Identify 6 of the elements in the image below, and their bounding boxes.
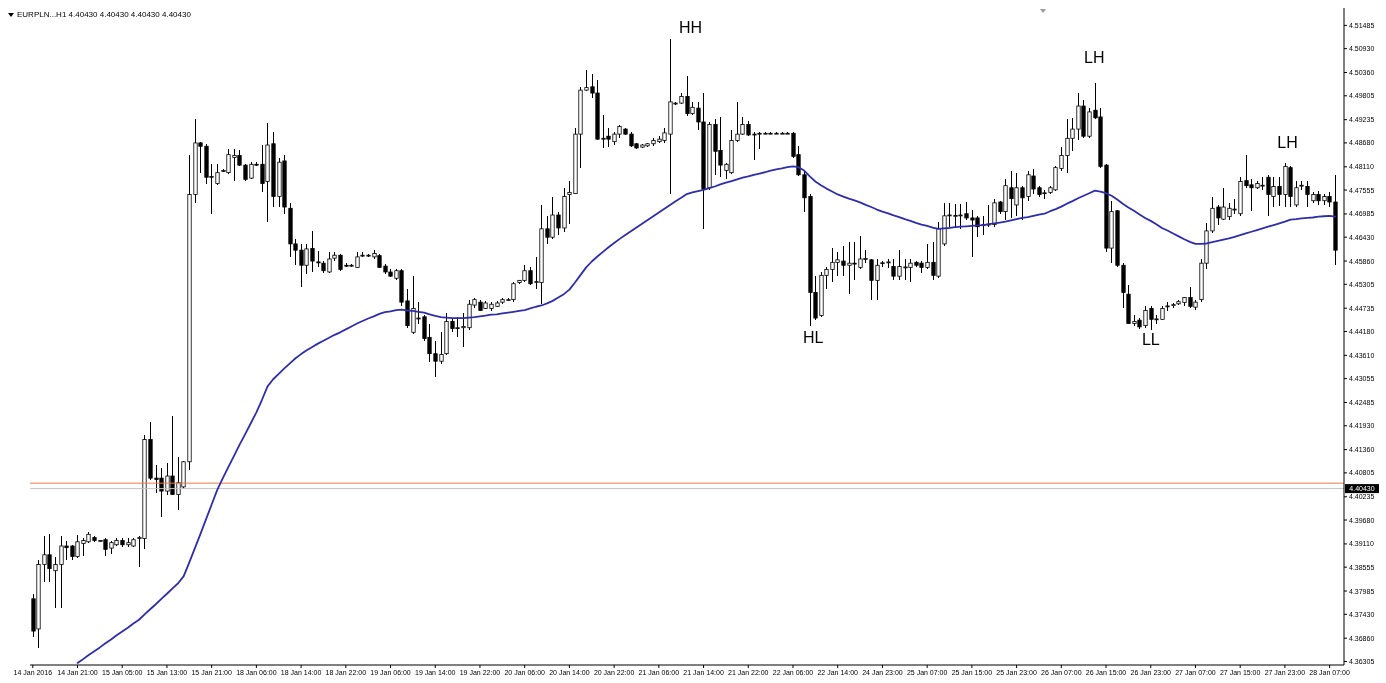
- annotation: LH: [1084, 49, 1105, 68]
- chart-title: EURPLN...H1 4.40430 4.40430 4.40430 4.40430: [17, 10, 191, 20]
- annotation: LL: [1141, 331, 1160, 350]
- annotation: HL: [802, 329, 824, 348]
- annotation: LH: [1277, 134, 1298, 153]
- annotation: HH: [678, 18, 703, 37]
